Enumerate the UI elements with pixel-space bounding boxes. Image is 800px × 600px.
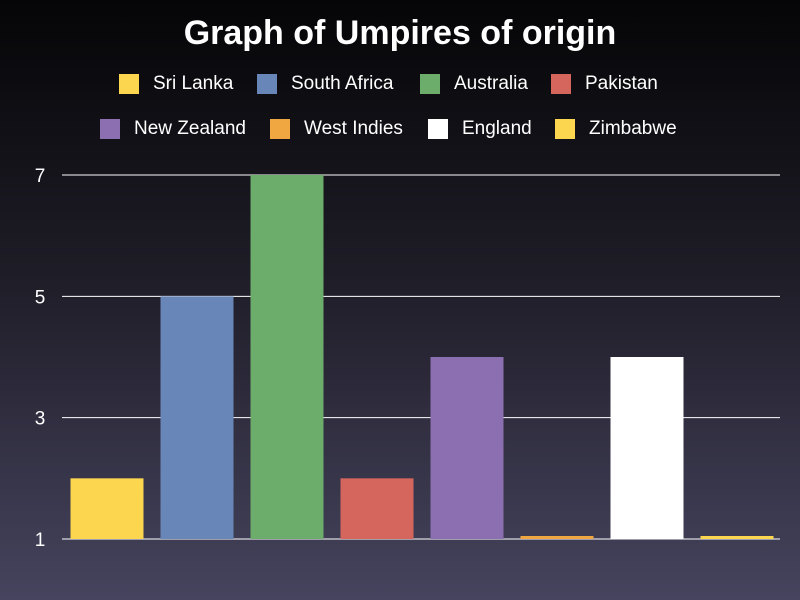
bar xyxy=(520,536,594,539)
legend-item: Pakistan xyxy=(551,71,658,97)
legend-label: Pakistan xyxy=(585,73,658,94)
legend-swatch xyxy=(555,119,575,139)
bar xyxy=(70,478,144,539)
bar xyxy=(700,536,774,539)
legend-item: West Indies xyxy=(270,116,403,142)
legend-swatch xyxy=(428,119,448,139)
legend-label: England xyxy=(462,118,532,139)
legend-label: South Africa xyxy=(291,73,394,94)
y-tick-label: 7 xyxy=(35,166,46,187)
legend-swatch xyxy=(551,74,571,94)
legend-item: Sri Lanka xyxy=(119,71,233,97)
legend-row: Sri Lanka South Africa Australia Pakista… xyxy=(0,71,800,97)
bar xyxy=(340,478,414,539)
legend-item: New Zealand xyxy=(100,116,246,142)
y-tick-label: 5 xyxy=(35,287,46,308)
bar xyxy=(250,175,324,539)
legend-item: South Africa xyxy=(257,71,393,97)
legend-item: Zimbabwe xyxy=(555,116,677,142)
y-tick-label: 1 xyxy=(35,530,46,551)
legend-label: West Indies xyxy=(304,118,403,139)
chart-title: Graph of Umpires of origin xyxy=(183,14,617,52)
y-tick-label: 3 xyxy=(35,409,46,430)
bar xyxy=(430,357,504,539)
legend-swatch xyxy=(420,74,440,94)
legend-item: England xyxy=(428,116,532,142)
legend-swatch xyxy=(100,119,120,139)
legend-label: New Zealand xyxy=(134,118,246,139)
legend-label: Sri Lanka xyxy=(153,73,234,94)
legend-item: Australia xyxy=(420,71,528,97)
legend-swatch xyxy=(270,119,290,139)
legend-swatch xyxy=(119,74,139,94)
legend-row: New Zealand West Indies England Zimbabwe xyxy=(0,116,800,142)
bar xyxy=(610,357,684,539)
legend-label: Zimbabwe xyxy=(589,118,677,139)
legend-swatch xyxy=(257,74,277,94)
legend-label: Australia xyxy=(454,73,528,94)
bar xyxy=(160,296,234,539)
